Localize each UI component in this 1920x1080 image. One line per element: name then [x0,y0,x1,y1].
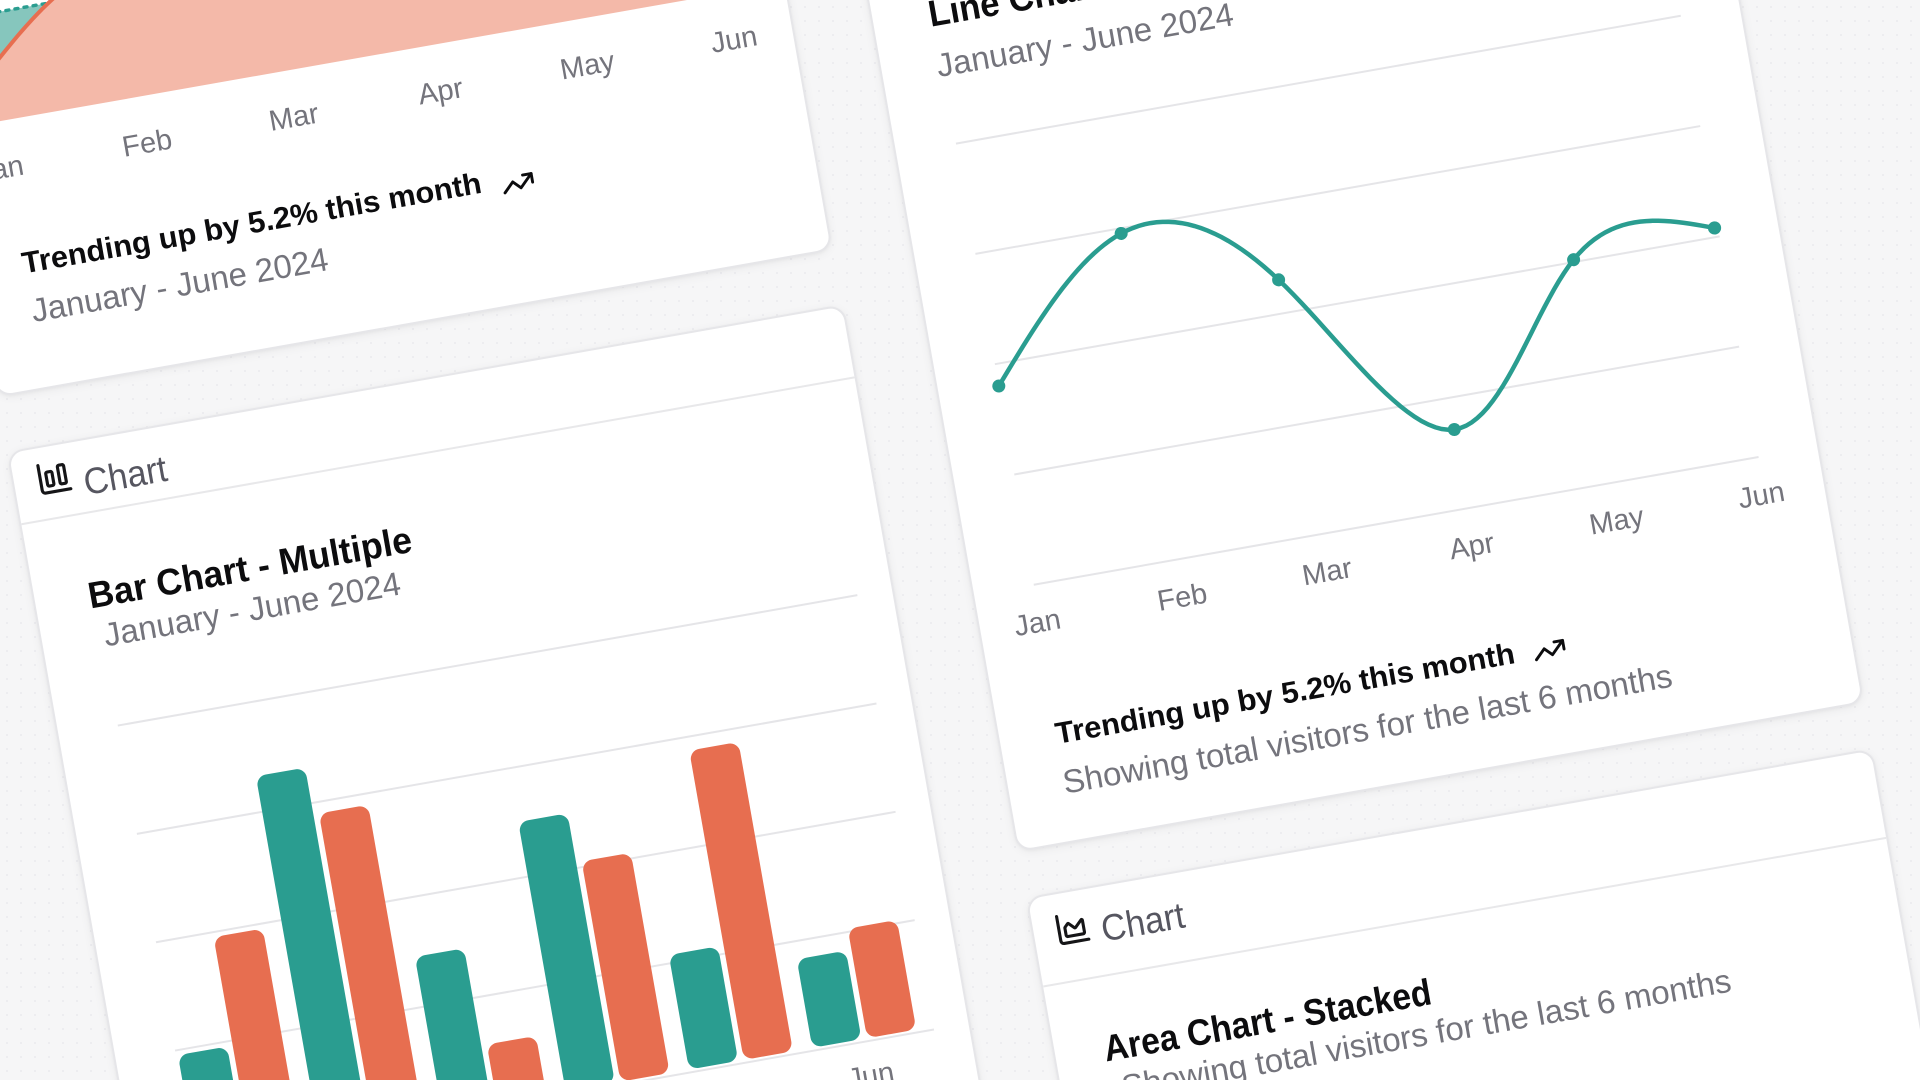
svg-text:Apr: Apr [416,72,466,111]
svg-text:Jan: Jan [1011,604,1063,644]
svg-text:Jun: Jun [845,1056,897,1080]
svg-text:Mar: Mar [267,98,322,138]
svg-text:May: May [558,45,618,86]
svg-text:Jun: Jun [1735,476,1787,516]
svg-text:Jun: Jun [708,20,760,60]
svg-text:May: May [1586,501,1646,542]
svg-text:Jan: Jan [0,150,26,190]
svg-text:Apr: Apr [1446,527,1496,566]
svg-text:Feb: Feb [120,124,175,164]
svg-text:Chart: Chart [80,448,170,503]
svg-text:Chart: Chart [1097,895,1187,950]
svg-text:Mar: Mar [1299,552,1354,592]
svg-text:Feb: Feb [1154,578,1209,618]
